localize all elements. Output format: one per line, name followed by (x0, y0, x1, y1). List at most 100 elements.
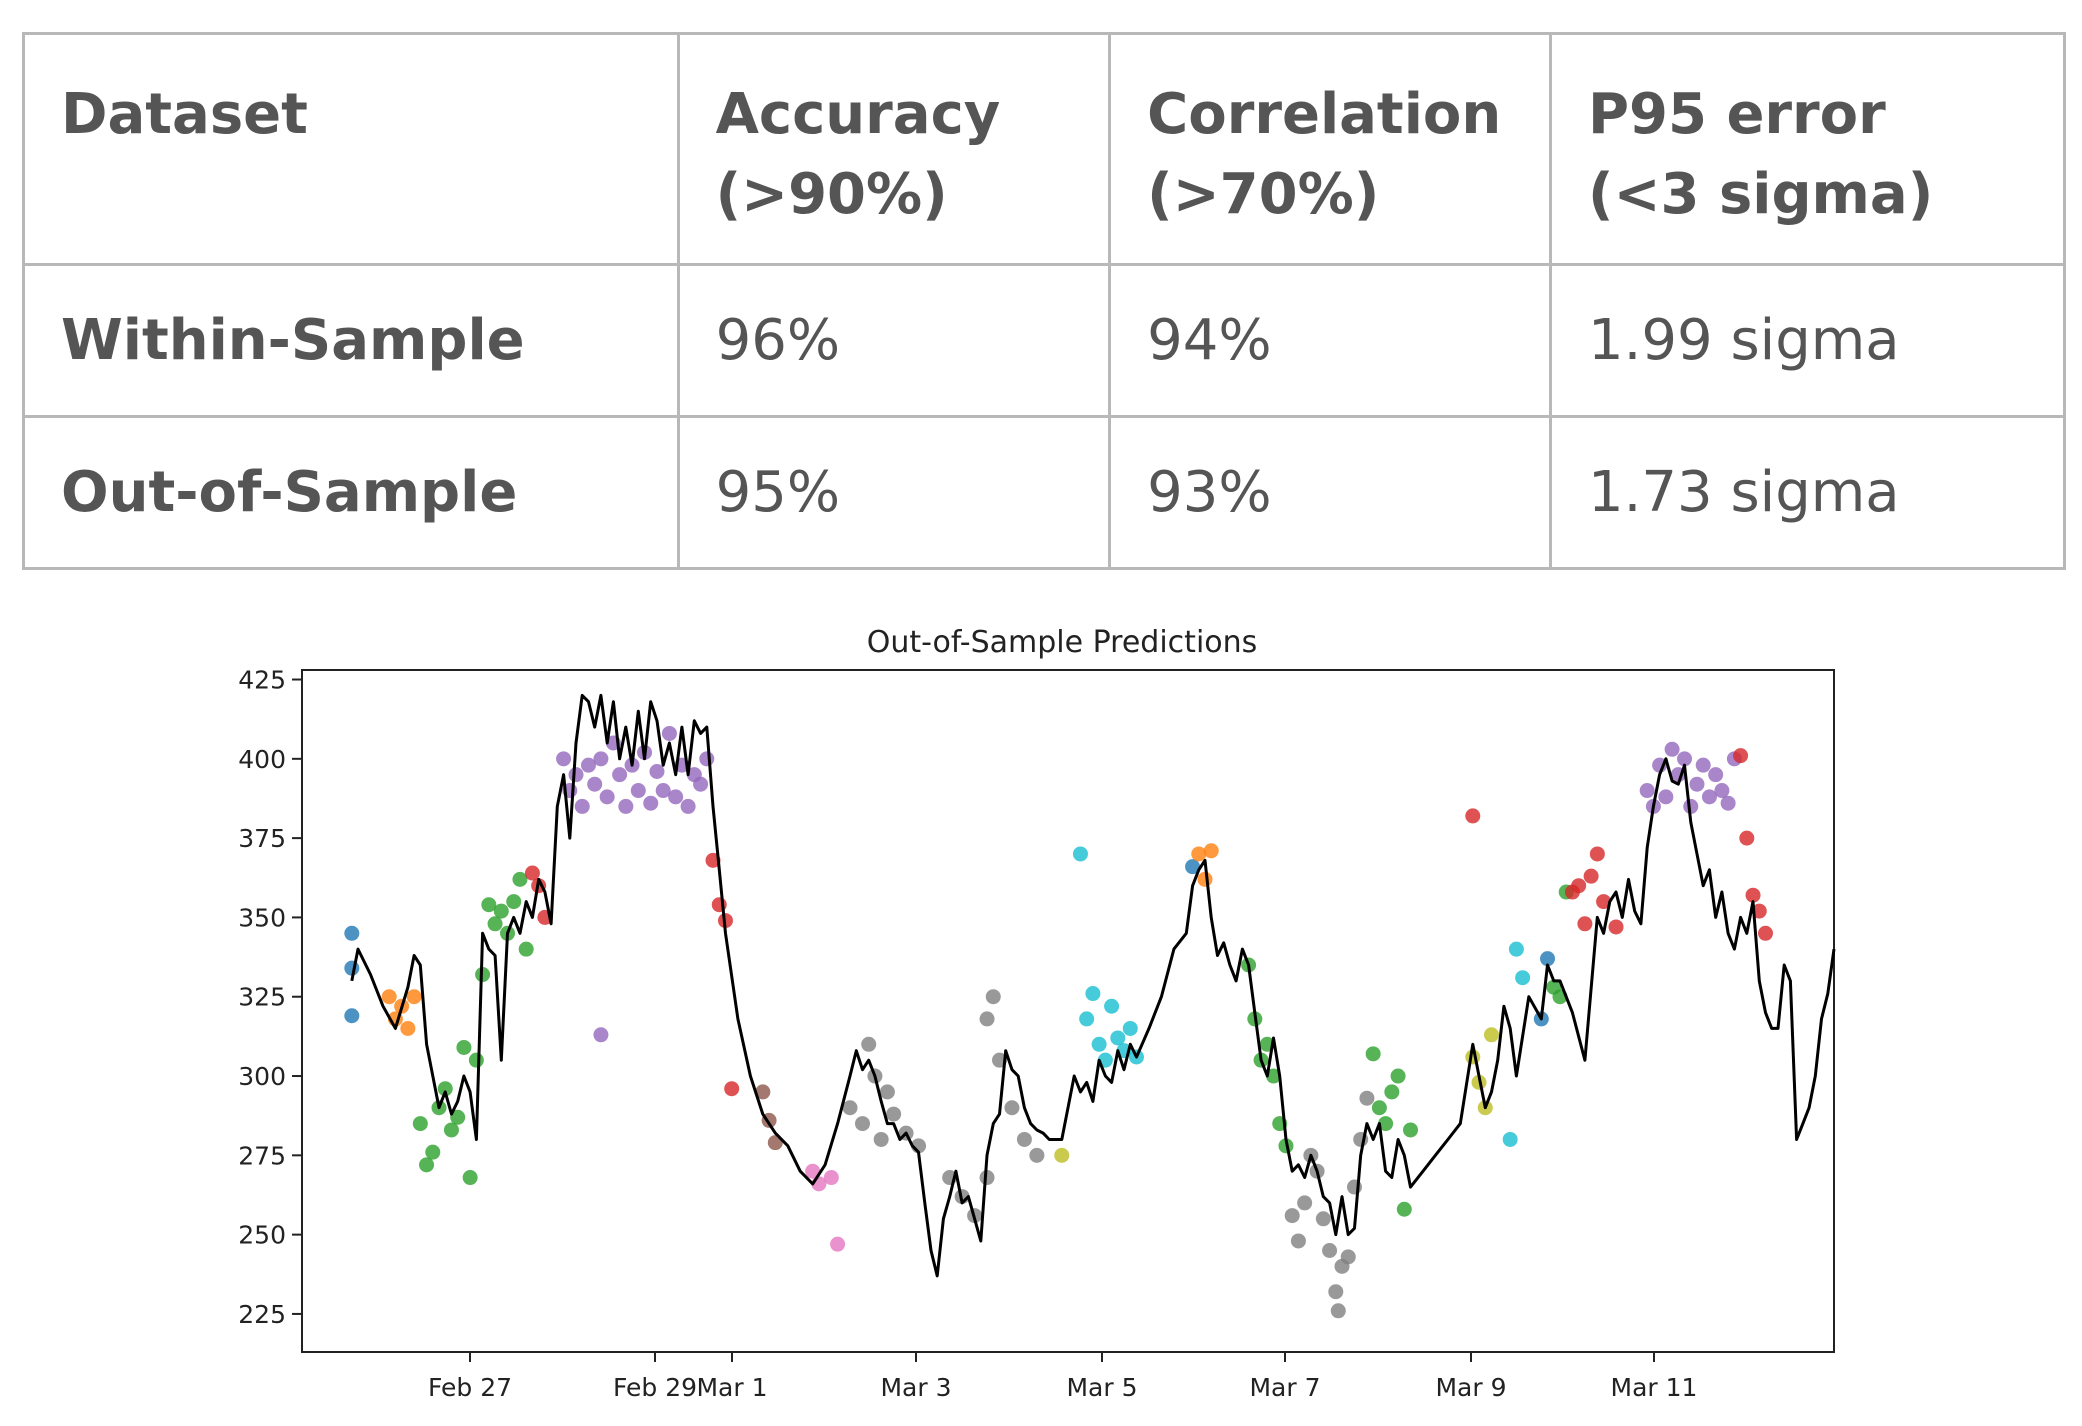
header-threshold: (>70%) (1147, 162, 1380, 227)
data-point (805, 1163, 821, 1179)
data-point (1384, 1084, 1400, 1100)
table-header-row: Dataset Accuracy (>90%) Correlation (>70… (22, 32, 2067, 266)
data-point (649, 764, 665, 780)
data-point (1191, 846, 1207, 862)
data-point (1639, 783, 1655, 799)
metrics-table: Dataset Accuracy (>90%) Correlation (>70… (22, 32, 2067, 570)
data-point (879, 1084, 895, 1100)
cell-p95: 1.99 sigma (1548, 263, 2067, 418)
data-point (724, 1081, 740, 1097)
data-point (630, 783, 646, 799)
data-point (1290, 1233, 1306, 1249)
data-point (1110, 1030, 1126, 1046)
header-line: P95 error (1587, 82, 1886, 147)
cell-accuracy: 96% (676, 263, 1112, 418)
data-point (1708, 767, 1724, 783)
data-point (1745, 887, 1761, 903)
data-point (1739, 830, 1755, 846)
data-point (1540, 951, 1556, 967)
data-point (830, 1236, 846, 1252)
header-threshold: (>90%) (715, 162, 948, 227)
header-threshold: (<3 sigma) (1587, 162, 1934, 227)
data-point (1328, 1284, 1344, 1300)
plot-frame (301, 669, 1835, 1353)
data-point (506, 894, 522, 910)
data-point (1583, 868, 1599, 884)
data-point (344, 1008, 360, 1024)
data-point (823, 1170, 839, 1186)
data-point (1297, 1195, 1313, 1211)
data-point (1322, 1242, 1338, 1258)
data-point (886, 1106, 902, 1122)
y-tick-label: 350 (238, 903, 286, 932)
y-tick-label: 275 (238, 1141, 286, 1170)
data-point (593, 1027, 609, 1043)
data-point (1577, 916, 1593, 932)
data-point (1266, 1068, 1282, 1084)
data-point (680, 798, 696, 814)
data-point (1508, 941, 1524, 957)
data-point (568, 767, 584, 783)
data-point (668, 789, 684, 805)
data-point (618, 798, 634, 814)
data-point (593, 751, 609, 767)
y-tick-label: 425 (238, 666, 286, 695)
data-point (599, 789, 615, 805)
data-point (661, 725, 677, 741)
data-point (1689, 776, 1705, 792)
actual-series-line (350, 693, 1836, 1278)
table-row: Out-of-Sample 95% 93% 1.73 sigma (22, 415, 2067, 570)
data-point (1596, 894, 1612, 910)
data-point (1465, 808, 1481, 824)
data-point (1701, 789, 1717, 805)
x-tick-label: Mar 7 (1249, 1373, 1320, 1402)
data-point (481, 897, 497, 913)
header-line: Accuracy (715, 82, 1001, 147)
data-point (487, 916, 503, 932)
x-tick-label: Mar 9 (1435, 1373, 1506, 1402)
data-point (1203, 843, 1219, 859)
data-point (1515, 970, 1531, 986)
data-point (655, 783, 671, 799)
data-point (1714, 783, 1730, 799)
data-point (1085, 986, 1101, 1002)
y-tick-label: 325 (238, 983, 286, 1012)
data-point (1004, 1100, 1020, 1116)
data-point (580, 757, 596, 773)
data-point (1608, 919, 1624, 935)
data-point (1365, 1046, 1381, 1062)
data-point (381, 989, 397, 1005)
data-point (524, 865, 540, 881)
data-point (419, 1157, 435, 1173)
data-point (861, 1036, 877, 1052)
data-point (1122, 1020, 1138, 1036)
data-point (1029, 1147, 1045, 1163)
header-line: Correlation (1147, 82, 1502, 147)
y-tick-label: 400 (238, 745, 286, 774)
data-point (556, 751, 572, 767)
data-point (1091, 1036, 1107, 1052)
x-tick-label: Mar 11 (1611, 1373, 1698, 1402)
data-point (1284, 1208, 1300, 1224)
data-point (512, 871, 528, 887)
data-point (1677, 751, 1693, 767)
data-point (574, 798, 590, 814)
data-point (1016, 1131, 1032, 1147)
data-point (1589, 846, 1605, 862)
data-point (1330, 1303, 1346, 1319)
data-point (1185, 859, 1201, 875)
data-point (1483, 1027, 1499, 1043)
y-tick-label: 225 (238, 1300, 286, 1329)
data-point (406, 989, 422, 1005)
data-point (1390, 1068, 1406, 1084)
scatter-chart: Out-of-Sample Predictions 225 250 275 300 32… (238, 625, 1836, 1402)
cell-p95: 1.73 sigma (1548, 415, 2067, 570)
data-point (344, 925, 360, 941)
data-point (979, 1170, 995, 1186)
data-point (979, 1011, 995, 1027)
header-line: Dataset (61, 82, 308, 147)
data-point (518, 941, 534, 957)
data-point (425, 1144, 441, 1160)
data-point (412, 1116, 428, 1132)
